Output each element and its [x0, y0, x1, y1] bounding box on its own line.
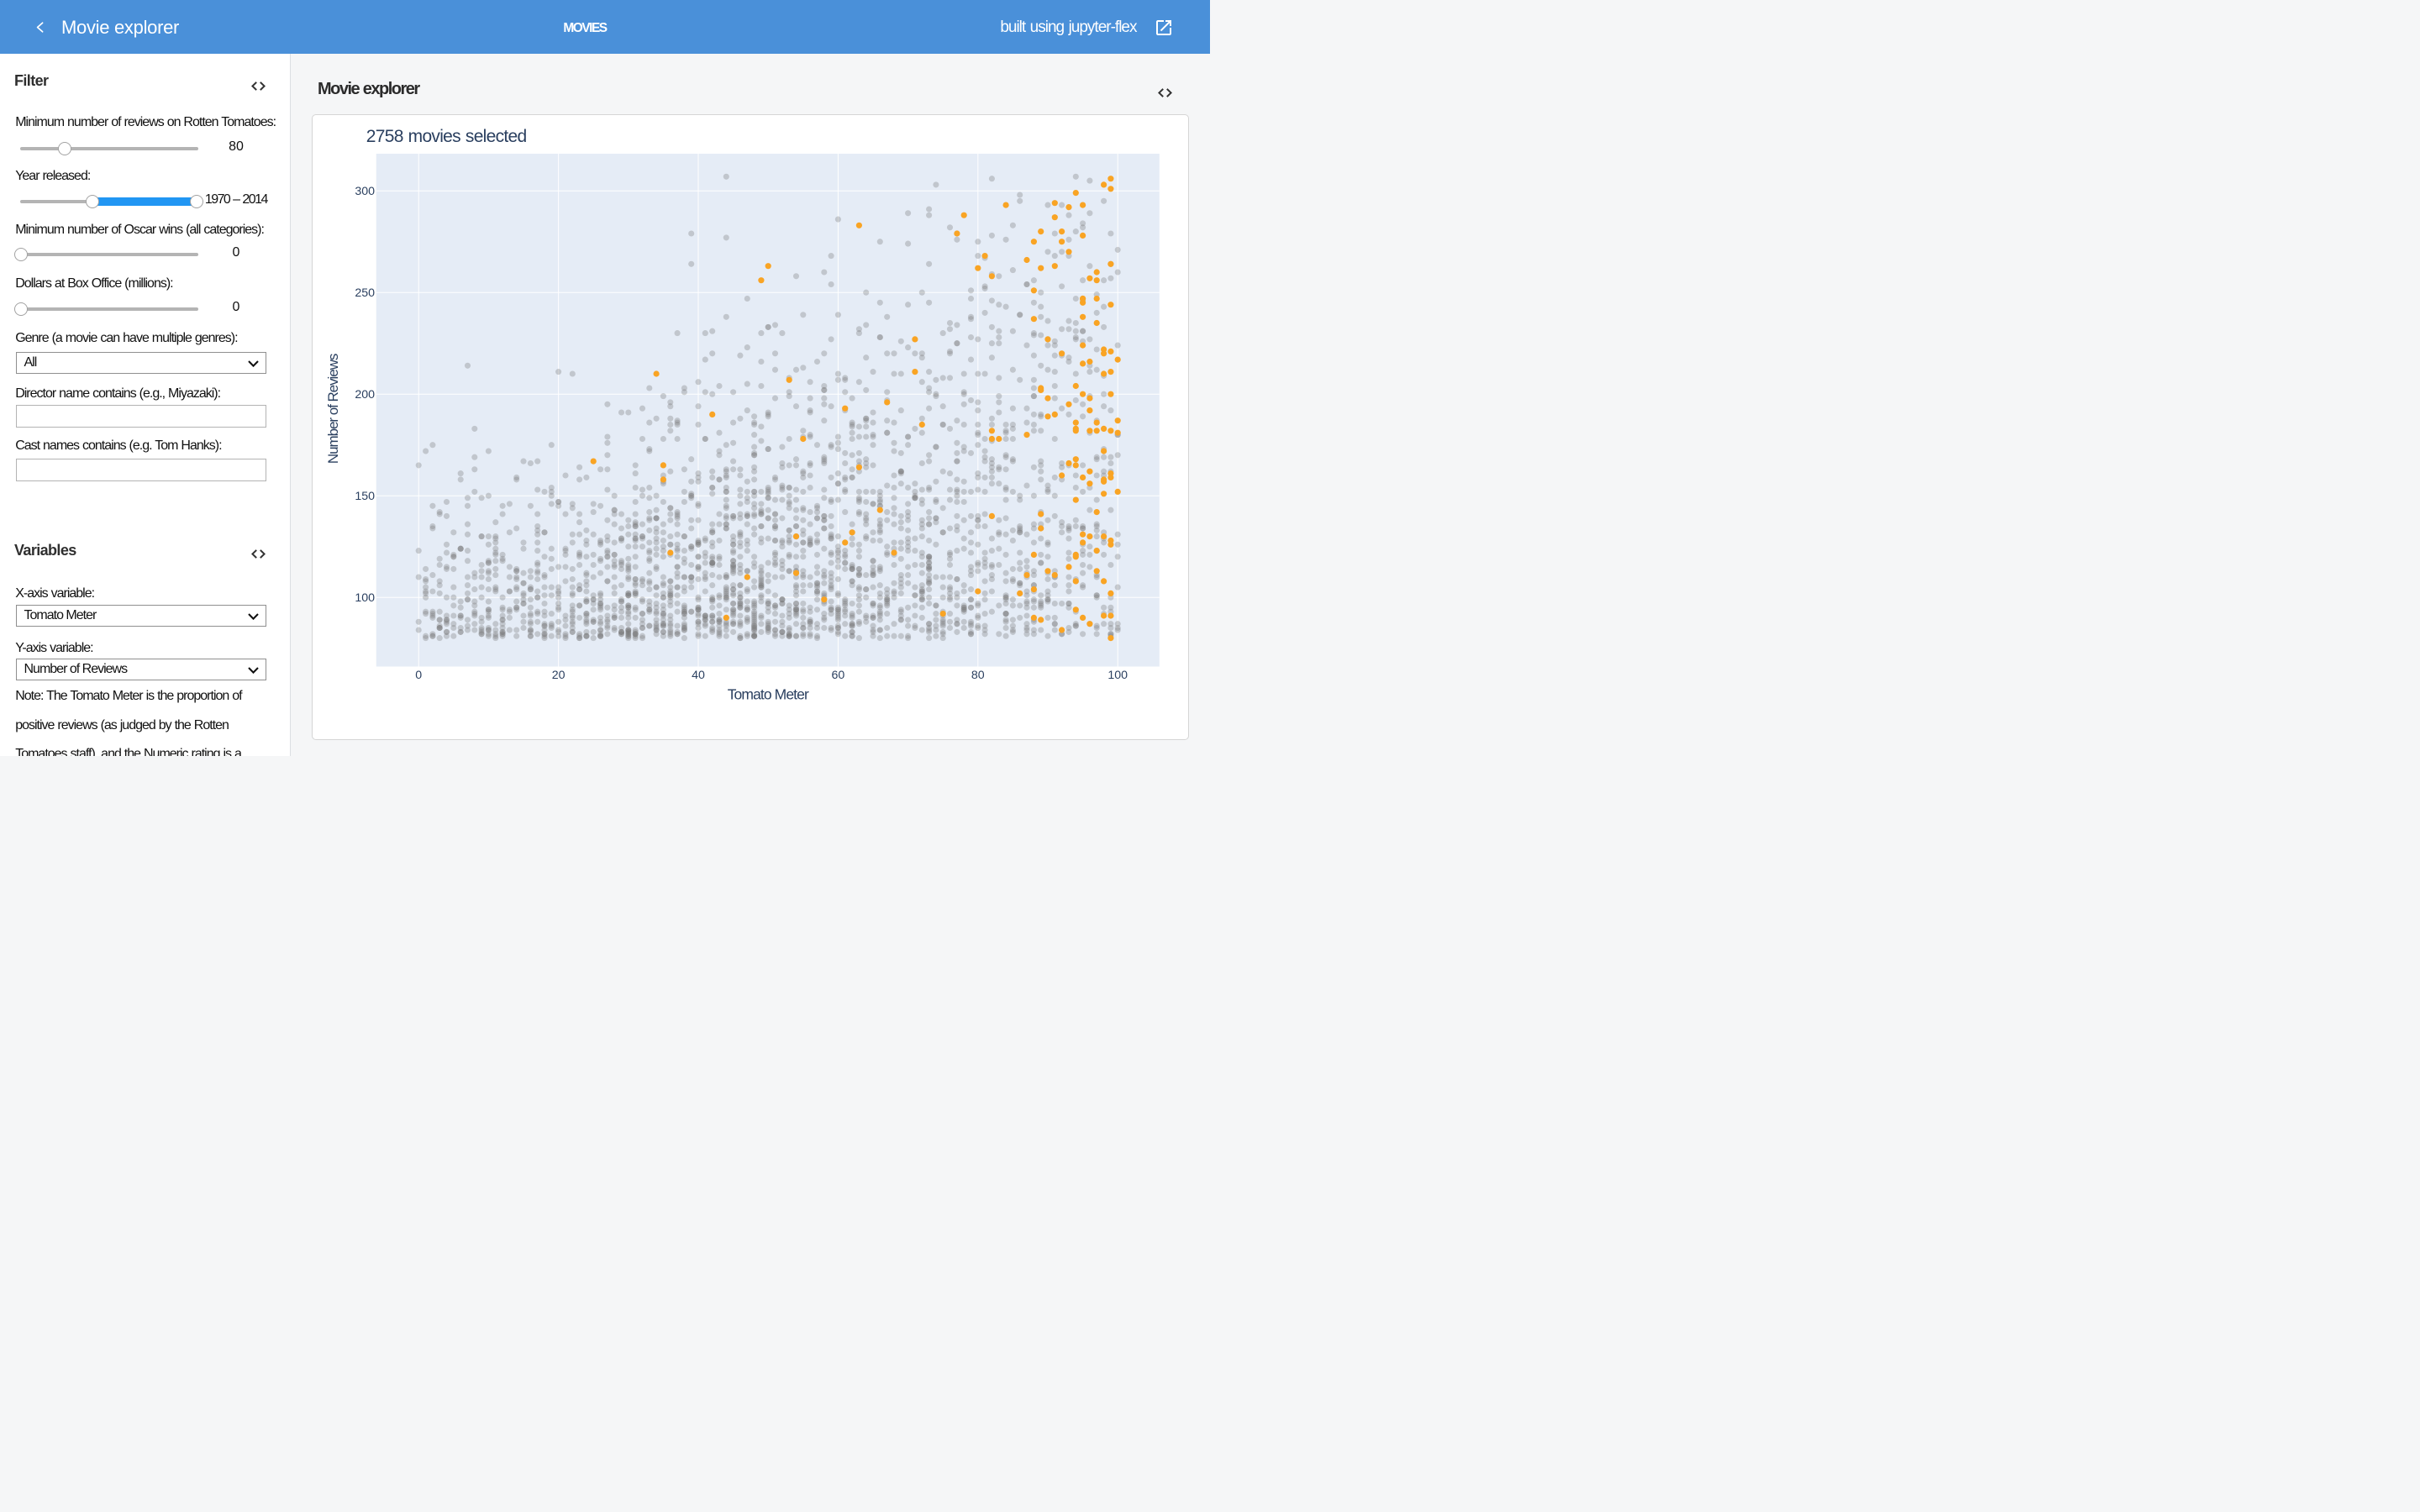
svg-text:300: 300 [355, 185, 375, 198]
svg-text:60: 60 [831, 669, 844, 682]
svg-text:100: 100 [355, 591, 375, 605]
svg-text:Tomato Meter: Tomato Meter [727, 686, 808, 703]
svg-text:150: 150 [355, 490, 375, 503]
svg-text:200: 200 [355, 388, 375, 402]
svg-text:80: 80 [971, 669, 984, 682]
svg-text:40: 40 [692, 669, 705, 682]
svg-text:100: 100 [1107, 669, 1128, 682]
svg-text:Number of Reviews: Number of Reviews [324, 354, 340, 464]
svg-text:250: 250 [355, 286, 375, 300]
svg-text:20: 20 [551, 669, 565, 682]
svg-text:0: 0 [415, 669, 422, 682]
svg-text:2758 movies selected: 2758 movies selected [366, 127, 526, 146]
